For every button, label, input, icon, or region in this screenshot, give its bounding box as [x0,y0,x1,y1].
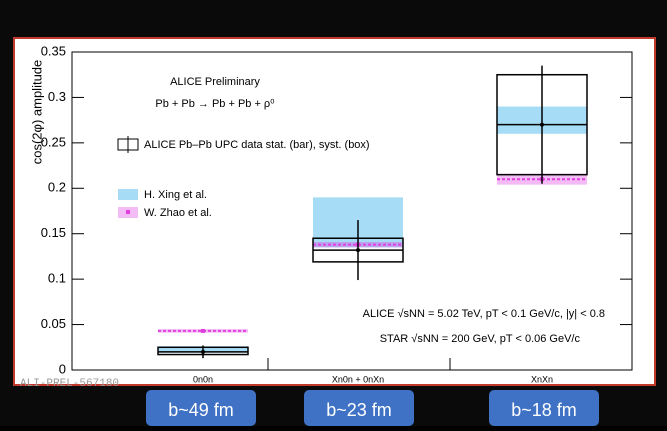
legend-swatch [118,189,138,200]
y-tick-label: 0.25 [41,134,66,149]
annotation: STAR √sNN = 200 GeV, pT < 0.06 GeV/c [380,333,581,345]
footer-label: b~23 fm [326,400,392,420]
x-tick-label: Xn0n + 0nXn [332,374,384,384]
model-point [201,329,205,333]
x-tick-label: XnXn [531,374,553,384]
data-point [201,350,205,354]
legend-label: W. Zhao et al. [144,207,212,219]
y-tick-label: 0.05 [41,316,66,331]
footer-label: b~49 fm [168,400,234,420]
annotation: ALICE √sNN = 5.02 TeV, pT < 0.1 GeV/c, |… [363,308,605,320]
legend-label: H. Xing et al. [144,189,207,201]
legend-swatch [126,210,130,214]
y-tick-label: 0.2 [48,180,66,195]
annotation: ALICE Preliminary [170,76,260,88]
data-point [540,123,544,127]
x-tick-label: 0n0n [193,374,213,384]
screen: cos(2φ) amplitude ALICE Preliminary Pb +… [0,0,667,426]
y-tick-label: 0.15 [41,225,66,240]
annotation: Pb + Pb → Pb + Pb + ρ⁰ [155,98,275,110]
y-tick-label: 0.1 [48,271,66,286]
data-point [356,248,360,252]
watermark: ALI-PREL-567180 [20,378,119,390]
y-tick-label: 0.3 [48,89,66,104]
y-tick-label: 0 [59,361,66,376]
y-tick-label: 0.35 [41,43,66,58]
footer-label: b~18 fm [511,400,577,420]
legend-label: ALICE Pb–Pb UPC data stat. (bar), syst. … [144,139,370,151]
